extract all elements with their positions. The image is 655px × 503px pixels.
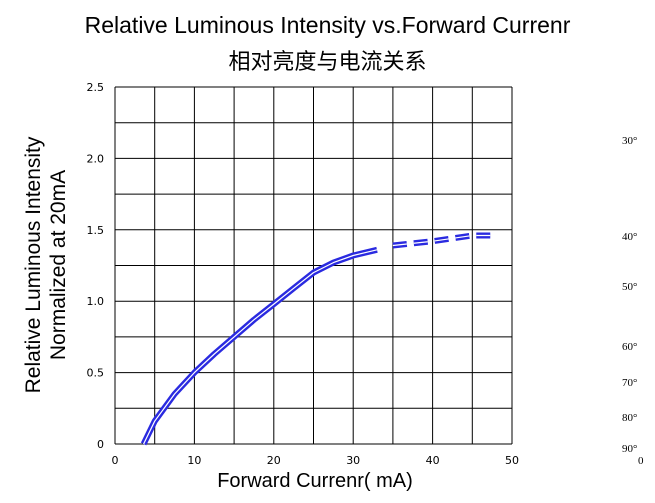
x-tick-label: 50	[505, 454, 519, 467]
y-tick-label: 0.5	[87, 367, 105, 380]
y-axis-label: Relative Luminous Intensity Normalized a…	[22, 80, 70, 450]
x-tick-label: 20	[267, 454, 281, 467]
angle-label-90: 90°	[622, 443, 638, 455]
y-tick-label: 2.0	[87, 152, 105, 165]
angle-label-50: 50°	[622, 281, 638, 293]
chart-title: Relative Luminous Intensity vs.Forward C…	[84, 12, 571, 38]
y-tick-label: 0	[97, 438, 104, 451]
series-line-highlight	[392, 234, 493, 247]
series-line-solid	[140, 246, 378, 446]
series-line-highlight	[143, 249, 378, 445]
series	[140, 232, 493, 446]
angle-label-80: 80°	[622, 412, 638, 424]
angle-label-30: 30°	[622, 135, 638, 147]
angle-label-40: 40°	[622, 231, 638, 243]
angle-label-60: 60°	[622, 341, 638, 353]
x-tick-label: 40	[426, 454, 440, 467]
tick-labels: 0 10 20 30 40 50 0 0.5 1.0 1.5 2.0 2.5	[87, 81, 520, 467]
y-axis-label-line1: Relative Luminous Intensity	[22, 136, 45, 394]
series-line-dashed	[392, 232, 493, 249]
angle-label-70: 70°	[622, 377, 638, 389]
x-tick-label: 30	[346, 454, 360, 467]
y-axis-label-line2: Normalized at 20mA	[47, 169, 70, 361]
x-tick-label: 0	[112, 454, 119, 467]
y-tick-label: 1.0	[87, 295, 105, 308]
grid	[114, 86, 513, 445]
y-tick-label: 2.5	[87, 81, 105, 94]
y-tick-label: 1.5	[87, 224, 105, 237]
x-tick-label: 10	[187, 454, 201, 467]
chart-subtitle: 相对亮度与电流关系	[228, 50, 427, 75]
x-axis-label: Forward Currenr( mA)	[217, 470, 413, 492]
angle-label-0: 0	[638, 455, 644, 467]
